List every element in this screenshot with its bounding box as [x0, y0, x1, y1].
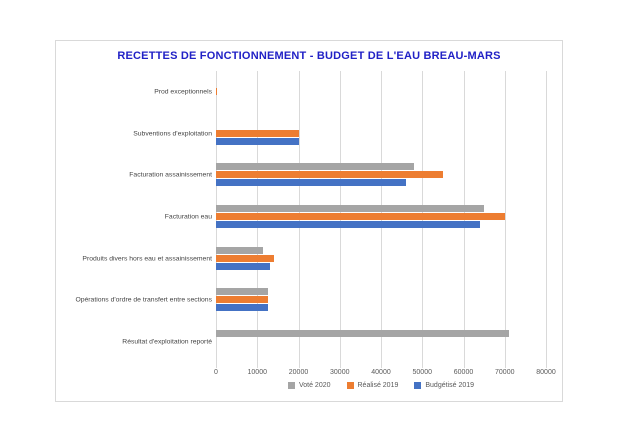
category-row	[216, 71, 546, 113]
category-label: Produits divers hors eau et assainisseme…	[82, 254, 212, 262]
category-label: Prod exceptionnels	[154, 88, 212, 96]
bar-vot-2020	[216, 288, 269, 296]
bar-group	[216, 122, 546, 146]
category-row	[216, 196, 546, 238]
x-tick-label: 70000	[495, 369, 515, 376]
x-tick-label: 50000	[412, 369, 432, 376]
legend-label: Budgétisé 2019	[425, 382, 475, 389]
chart-container: RECETTES DE FONCTIONNEMENT - BUDGET DE L…	[55, 40, 563, 402]
x-tick-label: 10000	[247, 369, 267, 376]
legend-item: Voté 2020	[287, 382, 331, 389]
x-tick-label: 0	[214, 369, 218, 376]
bar-r-alis-2019	[216, 212, 505, 220]
bar-r-alis-2019	[216, 87, 217, 95]
bar-r-alis-2019	[216, 129, 299, 137]
x-tick-label: 30000	[330, 369, 350, 376]
x-tick-label: 60000	[453, 369, 474, 376]
gridline	[546, 71, 547, 368]
bar-vot-2020	[216, 204, 485, 212]
plot-area	[216, 71, 547, 368]
gridline	[504, 71, 506, 368]
legend-swatch-icon	[414, 382, 422, 389]
bar-budg-tis-2019	[216, 179, 406, 187]
bar-group	[216, 246, 546, 271]
bar-budg-tis-2019	[216, 304, 269, 312]
category-label: Facturation eau	[164, 213, 212, 221]
bar-group	[216, 204, 546, 229]
legend: Voté 2020 Réalisé 2019 Budgétisé 2019	[216, 382, 546, 389]
legend-swatch-icon	[346, 382, 354, 389]
bar-r-alis-2019	[216, 171, 443, 179]
category-label: Subventions d'exploitation	[133, 129, 212, 137]
legend-swatch-icon	[287, 382, 295, 389]
category-label: Facturation assainissement	[129, 171, 212, 179]
bar-group	[216, 80, 546, 104]
bar-r-alis-2019	[216, 254, 274, 262]
bar-r-alis-2019	[216, 296, 269, 304]
x-tick-label: 80000	[536, 369, 556, 376]
category-row	[216, 154, 546, 196]
category-row	[216, 280, 546, 322]
category-label: Résultat d'exploitation reporté	[122, 338, 212, 346]
category-row	[216, 238, 546, 280]
x-tick-label: 40000	[371, 369, 391, 376]
bar-budg-tis-2019	[216, 220, 480, 228]
bar-budg-tis-2019	[216, 262, 270, 270]
category-row	[216, 321, 546, 363]
legend-label: Réalisé 2019	[357, 382, 399, 389]
x-axis: 0 10000 20000 30000 40000 50000 60000 70000 8000…	[214, 369, 556, 379]
x-tick-label: 20000	[288, 369, 309, 376]
category-label: Opérations d'ordre de transfert entre se…	[75, 296, 212, 304]
bar-group	[216, 163, 546, 187]
legend-label: Voté 2020	[298, 382, 331, 389]
bar-vot-2020	[216, 163, 414, 171]
bar-vot-2020	[216, 330, 509, 338]
category-row	[216, 113, 546, 155]
bar-group	[216, 330, 546, 354]
bar-vot-2020	[216, 246, 264, 254]
legend-item: Réalisé 2019	[346, 382, 399, 389]
chart-title: RECETTES DE FONCTIONNEMENT - BUDGET DE L…	[117, 50, 501, 62]
bar-group	[216, 288, 546, 312]
bar-budg-tis-2019	[216, 137, 299, 145]
legend-item: Budgétisé 2019	[414, 382, 474, 389]
